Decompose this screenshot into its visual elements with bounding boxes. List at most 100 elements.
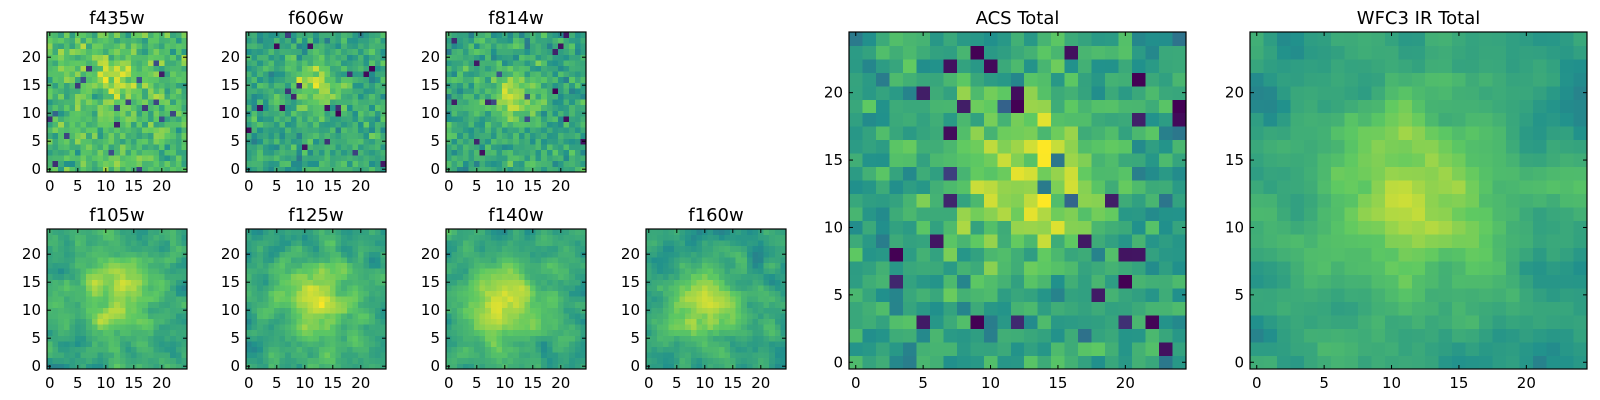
heatmap-cell	[490, 82, 497, 89]
heatmap-cell	[552, 245, 559, 252]
heatmap-cell	[352, 121, 359, 128]
heatmap-cell	[524, 296, 531, 303]
heatmap-cell	[574, 43, 581, 50]
heatmap-cell	[103, 82, 109, 89]
heatmap-cell	[136, 149, 143, 156]
heatmap-cell	[346, 160, 353, 167]
heatmap-cell	[296, 268, 303, 275]
heatmap-cell	[290, 110, 297, 117]
heatmap-cell	[479, 234, 486, 241]
heatmap-cell	[541, 71, 548, 78]
heatmap-cell	[164, 82, 171, 89]
heatmap-cell	[307, 245, 314, 252]
heatmap-cell	[352, 307, 359, 314]
heatmap-cell	[485, 268, 492, 275]
heatmap-cell	[752, 273, 759, 280]
heatmap-cell	[446, 257, 452, 263]
heatmap-cell	[369, 268, 376, 275]
heatmap-cell	[702, 268, 708, 275]
heatmap-cell	[1010, 247, 1025, 262]
heatmap-cell	[707, 279, 714, 286]
heatmap-cell	[446, 88, 452, 94]
heatmap-cell	[108, 127, 115, 134]
heatmap-cell	[170, 48, 177, 55]
x-tick-label: 5	[472, 177, 482, 195]
heatmap-cell	[496, 285, 503, 291]
heatmap-cell	[1105, 355, 1119, 370]
heatmap-cell	[451, 324, 458, 331]
heatmap-cell	[462, 251, 469, 258]
heatmap-cell	[119, 144, 126, 150]
heatmap-cell	[75, 335, 81, 342]
heatmap-cell	[324, 88, 331, 94]
heatmap-cell	[479, 144, 486, 150]
heatmap-cell	[80, 346, 87, 353]
heatmap-cell	[159, 60, 165, 66]
heatmap-cell	[119, 65, 126, 72]
axes-frame	[46, 228, 188, 370]
heatmap-cell	[752, 301, 759, 308]
heatmap-cell	[530, 71, 536, 78]
heatmap-cell	[318, 301, 325, 308]
heatmap-cell	[546, 313, 553, 319]
heatmap-cell	[563, 121, 570, 128]
heatmap-cell	[268, 65, 275, 72]
heatmap-cell	[769, 262, 776, 269]
heatmap-cell	[535, 32, 542, 38]
heatmap-cell	[569, 329, 576, 336]
heatmap-cell	[929, 193, 944, 208]
heatmap-cell	[524, 301, 531, 308]
heatmap-cell	[262, 313, 269, 319]
heatmap-cell	[262, 301, 269, 308]
heatmap-cell	[181, 93, 188, 100]
heatmap-cell	[646, 245, 652, 252]
heatmap-cell	[358, 116, 364, 122]
heatmap-cell	[451, 166, 458, 173]
heatmap-cell	[524, 341, 531, 347]
y-tick-label: 5	[230, 329, 240, 347]
heatmap-cell	[363, 234, 370, 241]
heatmap-cell	[58, 88, 65, 94]
heatmap-cell	[296, 65, 303, 72]
heatmap-cell	[1037, 207, 1052, 222]
heatmap-cell	[164, 54, 171, 61]
heatmap-cell	[103, 88, 109, 94]
heatmap-cell	[86, 32, 93, 38]
heatmap-cell	[181, 155, 188, 162]
heatmap-cell	[175, 138, 182, 145]
heatmap-cell	[86, 357, 93, 364]
heatmap-cell	[324, 324, 331, 331]
heatmap-cell	[114, 234, 121, 241]
heatmap-cell	[246, 262, 252, 269]
heatmap-cell	[574, 352, 581, 359]
heatmap-cell	[63, 116, 70, 122]
heatmap-cell	[80, 313, 87, 319]
heatmap-cell	[164, 229, 171, 235]
heatmap-cell	[1078, 180, 1092, 195]
heatmap-cell	[262, 54, 269, 61]
heatmap-cell	[330, 245, 336, 252]
heatmap-cell	[552, 307, 559, 314]
heatmap-cell	[125, 99, 132, 106]
heatmap-cell	[580, 149, 587, 156]
heatmap-cell	[662, 307, 669, 314]
heatmap-cell	[170, 71, 177, 78]
heatmap-cell	[86, 104, 93, 111]
heatmap-cell	[696, 324, 703, 331]
heatmap-cell	[763, 346, 770, 353]
heatmap-cell	[159, 132, 165, 139]
heatmap-cell	[485, 76, 492, 83]
heatmap-cell	[302, 324, 308, 331]
heatmap-cell	[485, 324, 492, 331]
heatmap-cell	[496, 245, 503, 252]
heatmap-cell	[346, 313, 353, 319]
heatmap-cell	[290, 132, 297, 139]
heatmap-cell	[956, 274, 971, 289]
heatmap-cell	[580, 160, 587, 167]
heatmap-cell	[541, 155, 548, 162]
heatmap-cell	[889, 355, 904, 370]
heatmap-cell	[170, 307, 177, 314]
axes-frame	[245, 228, 387, 370]
heatmap-cell	[302, 144, 308, 150]
heatmap-cell	[69, 32, 76, 38]
